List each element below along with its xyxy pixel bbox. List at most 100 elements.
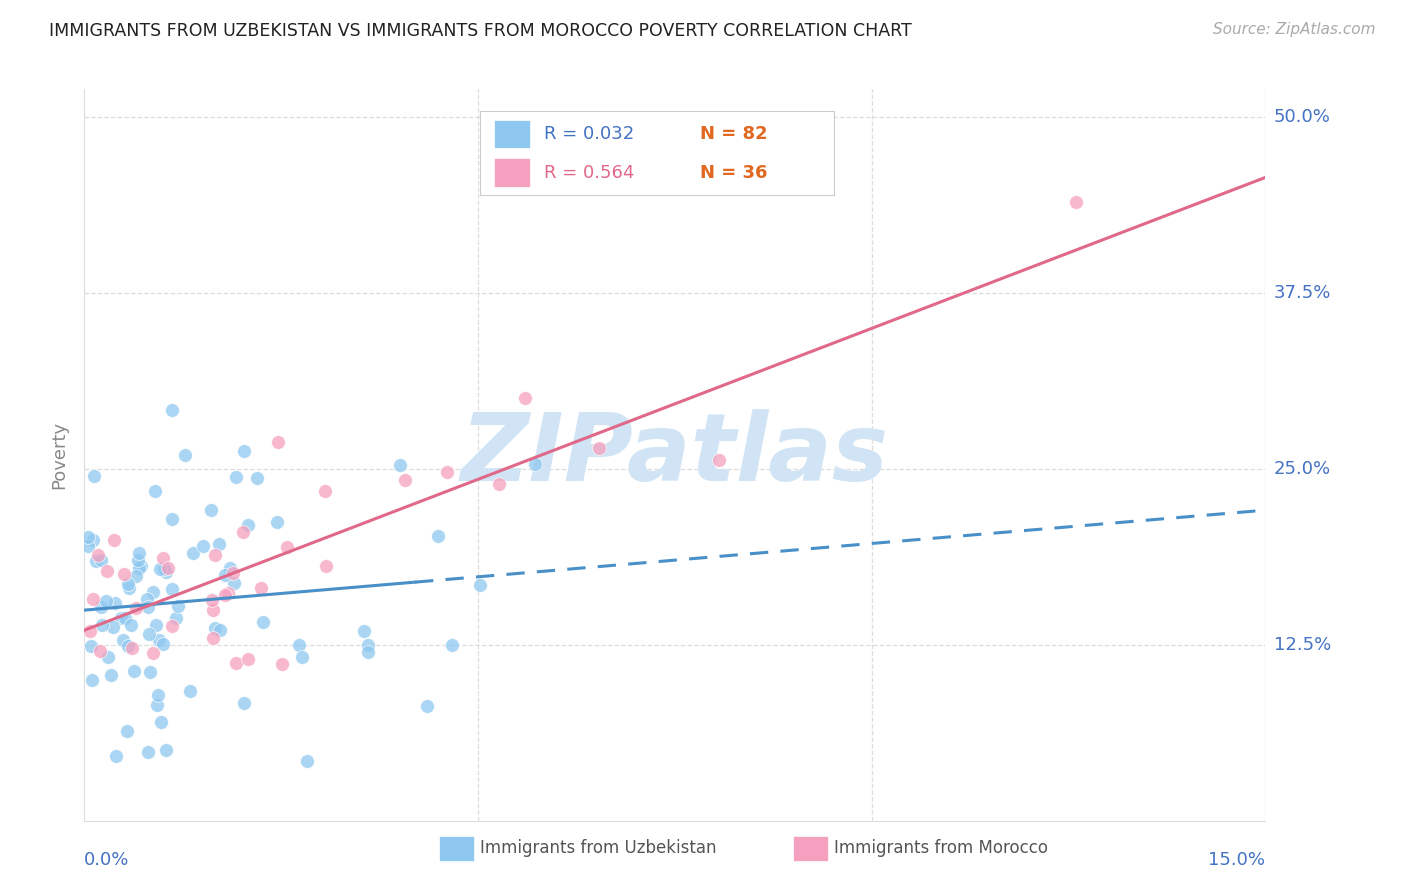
- Point: [488, 476, 510, 491]
- Text: R = 0.564: R = 0.564: [544, 163, 634, 182]
- Point: [117, 576, 139, 591]
- Point: [84, 554, 107, 568]
- Point: [155, 566, 177, 580]
- Text: R = 0.032: R = 0.032: [544, 125, 634, 143]
- Point: [90, 599, 112, 614]
- Point: [179, 683, 201, 698]
- Point: [141, 584, 163, 599]
- Point: [225, 470, 247, 484]
- Point: [111, 633, 134, 648]
- Point: [103, 533, 125, 547]
- Point: [114, 567, 136, 582]
- Point: [440, 638, 463, 652]
- Point: [142, 646, 165, 660]
- Point: [117, 639, 139, 653]
- Point: [238, 517, 260, 532]
- Point: [224, 576, 246, 591]
- Text: 12.5%: 12.5%: [1274, 636, 1331, 654]
- Point: [233, 696, 256, 710]
- Point: [291, 649, 314, 664]
- Point: [160, 512, 183, 526]
- Text: ZIPatlas: ZIPatlas: [461, 409, 889, 501]
- Point: [204, 549, 226, 563]
- Point: [90, 618, 112, 632]
- Point: [214, 588, 236, 602]
- Point: [236, 652, 259, 666]
- Point: [79, 624, 101, 638]
- Point: [100, 668, 122, 682]
- Point: [288, 638, 311, 652]
- Point: [181, 546, 204, 560]
- Point: [114, 611, 136, 625]
- Point: [231, 524, 253, 539]
- Point: [222, 566, 245, 580]
- Point: [146, 689, 169, 703]
- Point: [153, 562, 176, 576]
- Text: Source: ZipAtlas.com: Source: ZipAtlas.com: [1212, 22, 1375, 37]
- Point: [588, 441, 610, 455]
- Y-axis label: Poverty: Poverty: [51, 421, 69, 489]
- Point: [173, 448, 195, 462]
- Text: 25.0%: 25.0%: [1274, 460, 1331, 478]
- Point: [249, 582, 271, 596]
- Point: [156, 561, 179, 575]
- Point: [167, 599, 190, 614]
- Point: [96, 564, 118, 578]
- Point: [128, 561, 150, 575]
- Point: [82, 533, 104, 548]
- Point: [125, 569, 148, 583]
- Point: [353, 624, 375, 639]
- Point: [136, 600, 159, 615]
- Point: [129, 559, 152, 574]
- Point: [127, 553, 149, 567]
- Point: [160, 582, 183, 597]
- Point: [252, 615, 274, 629]
- Point: [470, 577, 492, 591]
- Point: [524, 457, 547, 471]
- Point: [125, 600, 148, 615]
- Point: [136, 592, 159, 607]
- Point: [219, 561, 242, 575]
- Point: [201, 631, 224, 645]
- Point: [139, 665, 162, 680]
- Point: [208, 537, 231, 551]
- Point: [120, 618, 142, 632]
- Text: 15.0%: 15.0%: [1208, 851, 1265, 869]
- Point: [295, 755, 318, 769]
- Text: 0.0%: 0.0%: [84, 851, 129, 869]
- Point: [162, 619, 184, 633]
- Point: [97, 649, 120, 664]
- Point: [101, 620, 124, 634]
- Point: [165, 611, 187, 625]
- Point: [77, 539, 100, 553]
- Point: [83, 469, 105, 483]
- Point: [276, 541, 298, 555]
- Point: [94, 594, 117, 608]
- Point: [707, 453, 730, 467]
- Point: [150, 715, 173, 730]
- Point: [394, 473, 416, 487]
- Point: [427, 529, 450, 543]
- Point: [160, 402, 183, 417]
- Point: [217, 586, 239, 600]
- Point: [155, 743, 177, 757]
- Point: [214, 568, 236, 582]
- Point: [77, 530, 100, 544]
- Point: [193, 539, 215, 553]
- Point: [118, 581, 141, 595]
- Point: [138, 627, 160, 641]
- Point: [357, 638, 380, 652]
- Point: [87, 548, 110, 562]
- Point: [225, 656, 247, 670]
- Point: [104, 596, 127, 610]
- Point: [389, 458, 412, 472]
- Text: Immigrants from Uzbekistan: Immigrants from Uzbekistan: [479, 839, 717, 857]
- Point: [201, 593, 224, 607]
- Point: [266, 515, 288, 529]
- Text: 37.5%: 37.5%: [1274, 285, 1331, 302]
- Point: [201, 603, 224, 617]
- Point: [80, 640, 103, 654]
- Text: 50.0%: 50.0%: [1274, 108, 1330, 127]
- Point: [314, 484, 336, 499]
- Point: [356, 645, 378, 659]
